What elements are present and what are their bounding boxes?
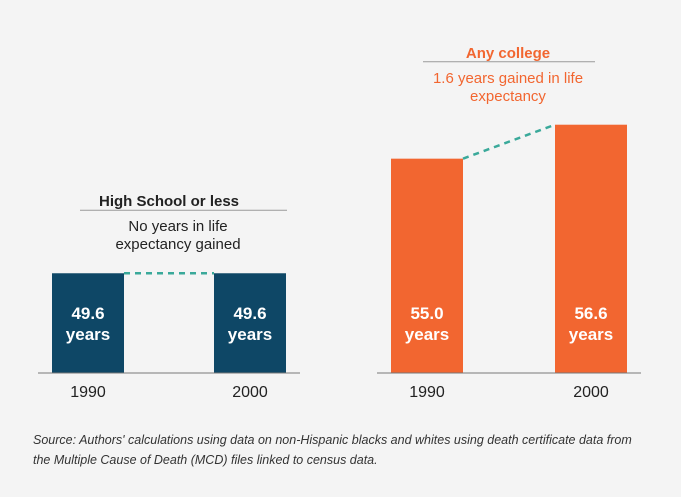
connector bbox=[462, 123, 556, 160]
x-tick-label: 2000 bbox=[573, 384, 609, 401]
value-label: 49.6 years bbox=[227, 304, 273, 344]
panel-title: High School or less bbox=[98, 193, 240, 211]
bar bbox=[391, 158, 463, 373]
panel-subtitle: No years in life expectancy gained bbox=[115, 218, 241, 254]
panel-title: Any college bbox=[465, 44, 551, 62]
value-label: 55.0 years bbox=[404, 304, 450, 344]
value-label: 56.6 years bbox=[568, 304, 614, 344]
bar bbox=[214, 273, 286, 373]
x-tick-label: 1990 bbox=[409, 384, 445, 401]
x-tick-label: 1990 bbox=[70, 384, 106, 401]
bar bbox=[52, 273, 124, 373]
value-label: 49.6 years bbox=[65, 304, 111, 344]
source-note: Source: Authors' calculations using data… bbox=[33, 433, 632, 467]
bar bbox=[555, 124, 627, 373]
x-tick-label: 2000 bbox=[232, 384, 268, 401]
panel-subtitle: 1.6 years gained in life expectancy bbox=[432, 69, 584, 105]
